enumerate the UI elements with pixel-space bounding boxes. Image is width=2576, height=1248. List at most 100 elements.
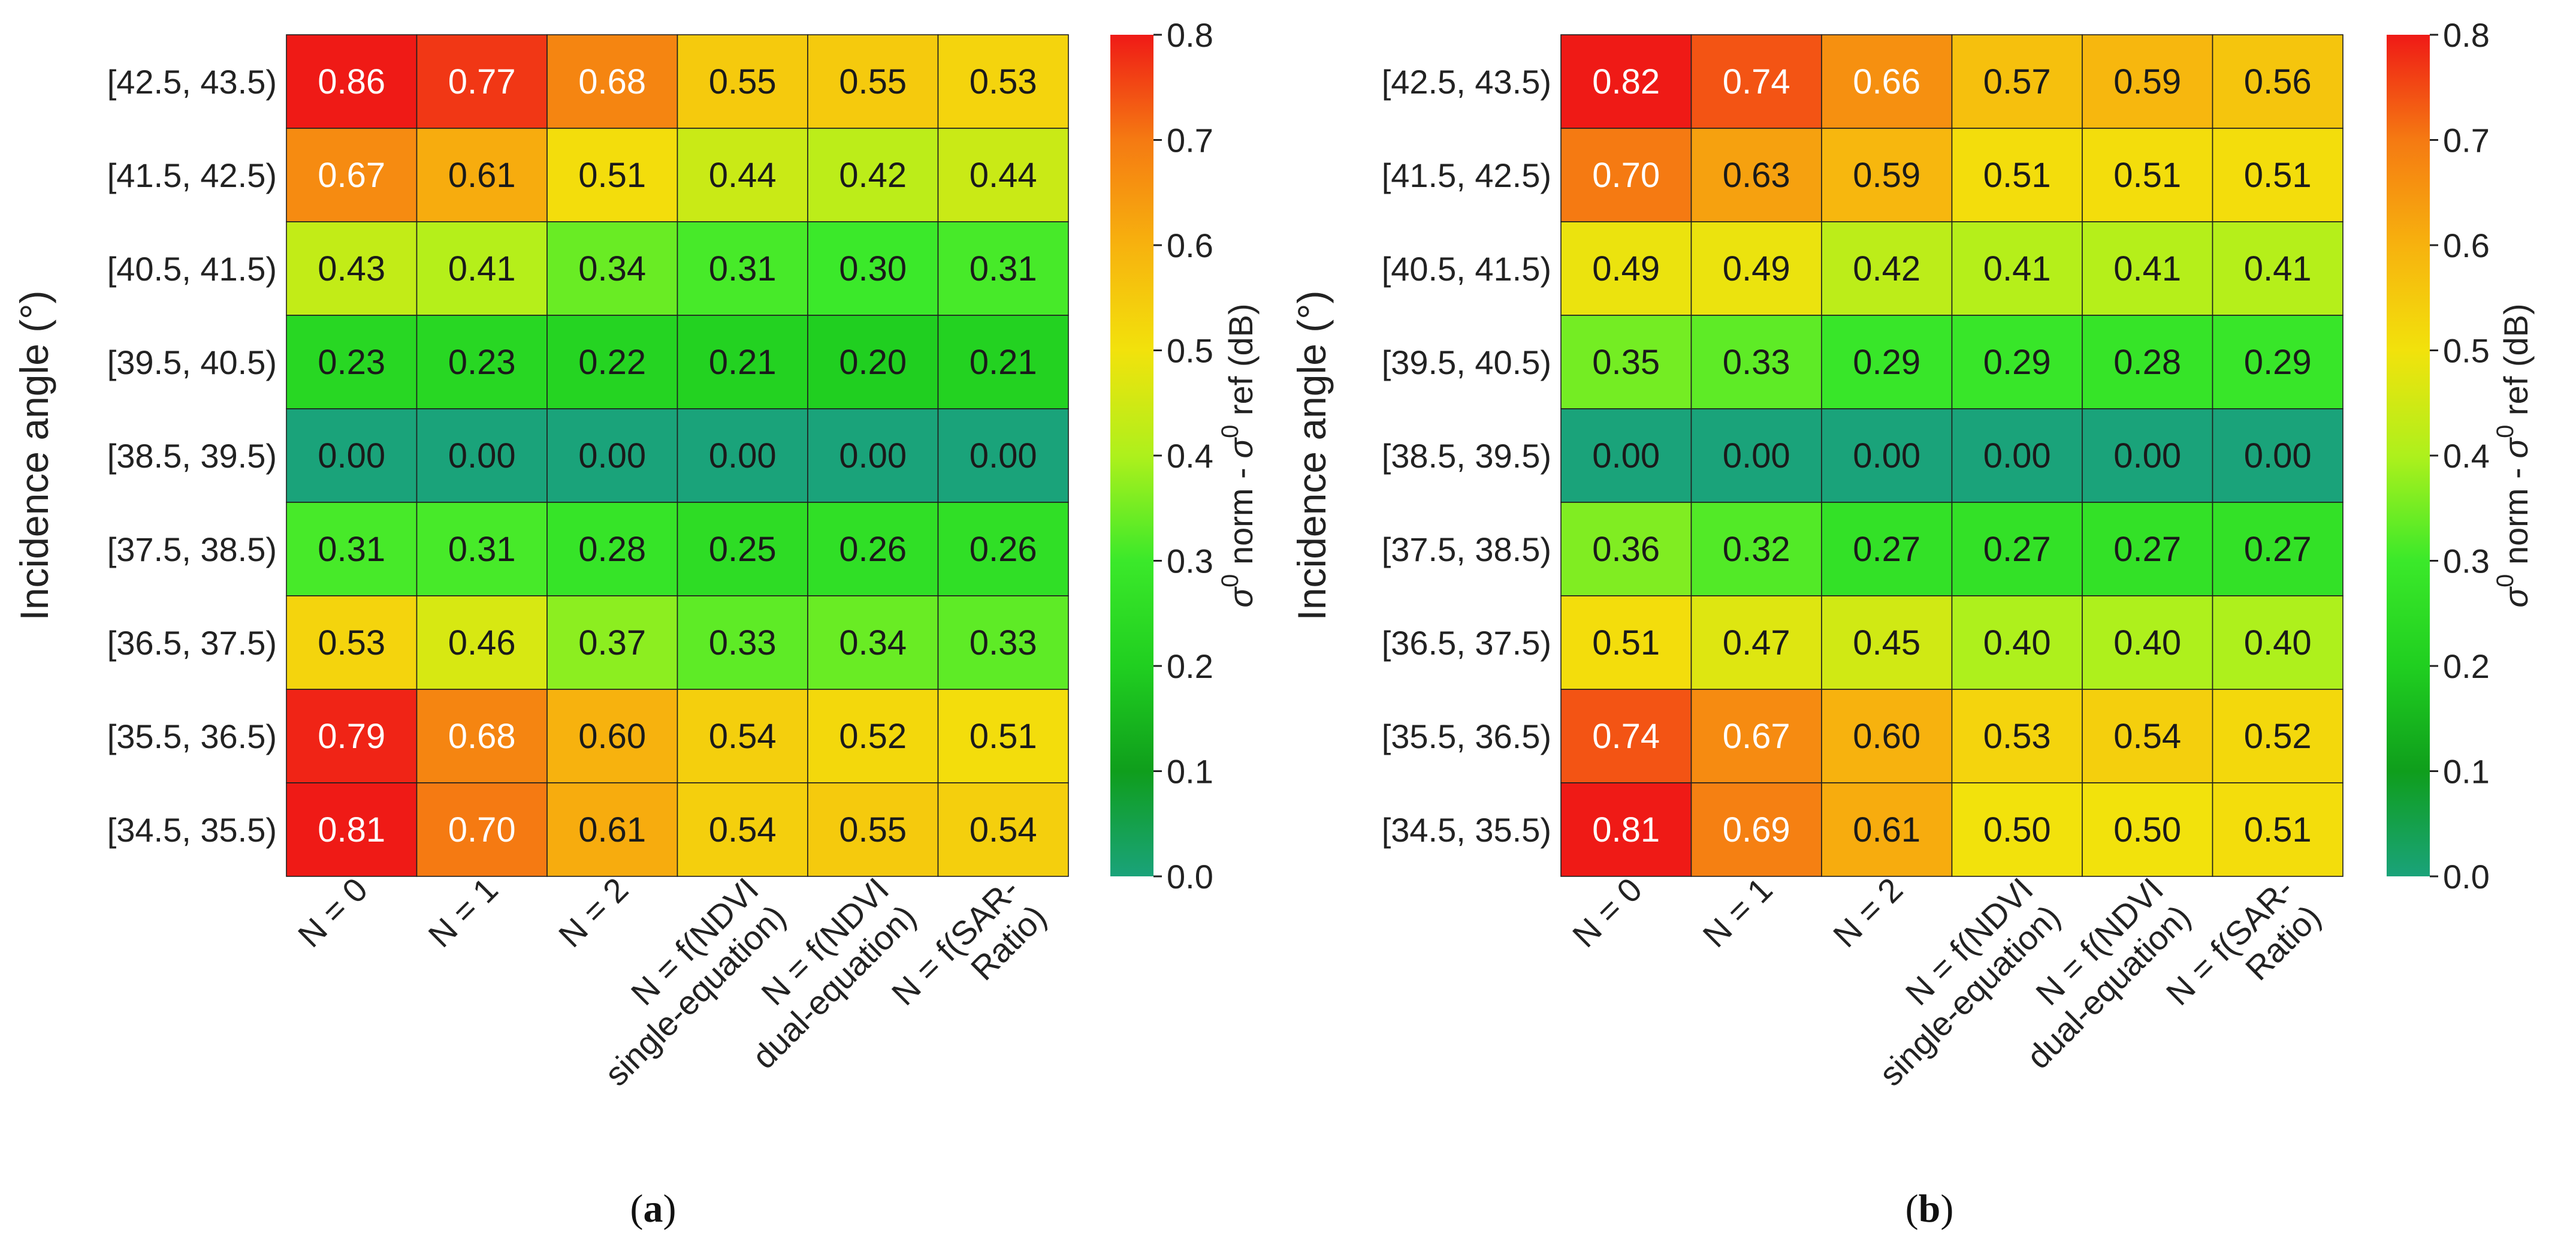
cell-value-label: 0.49 [1723, 249, 1790, 288]
cell-value-label: 0.54 [709, 810, 777, 849]
heatmap-cell [1951, 782, 2083, 877]
cell-value-label: 0.00 [318, 436, 385, 475]
cell-value-label: 0.00 [2244, 436, 2312, 475]
cell-value-label: 0.00 [448, 436, 516, 475]
cell-value-label: 0.31 [318, 530, 385, 569]
heatmap-cell [807, 34, 939, 129]
cell-value-label: 0.27 [1853, 530, 1920, 569]
cell-value-label: 0.22 [578, 343, 646, 382]
cell-value-label: 0.66 [1853, 62, 1920, 101]
colorbar-tick-label: 0.8 [1167, 16, 1213, 54]
cell-value-label: 0.44 [970, 156, 1037, 195]
heatmap-cell [677, 315, 808, 409]
cell-value-label: 0.30 [839, 249, 907, 288]
colorbar-tick-label: 0.7 [1167, 122, 1213, 159]
heatmap-cell [937, 782, 1069, 877]
colorbar-tick-label: 0.8 [2443, 16, 2490, 54]
colorbar-tick-label: 0.3 [1167, 542, 1213, 580]
cell-value-label: 0.61 [578, 810, 646, 849]
cell-value-label: 0.40 [2244, 623, 2312, 662]
cell-value-label: 0.51 [578, 156, 646, 195]
cell-value-label: 0.54 [970, 810, 1037, 849]
heatmap-cell [677, 689, 808, 783]
x-tick-label: N = f(SAR-Ratio) [2159, 870, 2328, 1039]
heatmap-cell [286, 408, 418, 503]
cell-value-label: 0.45 [1853, 623, 1920, 662]
y-tick-label: [34.5, 35.5) [107, 811, 277, 849]
cell-value-label: 0.00 [1853, 436, 1920, 475]
heatmap-cell [286, 221, 418, 316]
cell-value-label: 0.46 [448, 623, 516, 662]
heatmap-cell [677, 34, 808, 129]
panel-label: (a) [630, 1187, 677, 1231]
cell-value-label: 0.54 [2113, 717, 2181, 756]
cell-value-label: 0.00 [578, 436, 646, 475]
colorbar-tick-label: 0.5 [2443, 332, 2490, 370]
heatmap-cell [1560, 782, 1692, 877]
heatmap-cell [1951, 408, 2083, 503]
cell-value-label: 0.51 [1592, 623, 1660, 662]
cell-value-label: 0.77 [448, 62, 516, 101]
heatmap-cell [807, 408, 939, 503]
cell-value-label: 0.00 [709, 436, 777, 475]
cell-value-label: 0.28 [578, 530, 646, 569]
heatmap-cell [937, 34, 1069, 129]
heatmap-cell [1690, 689, 1822, 783]
cell-value-label: 0.42 [839, 156, 907, 195]
x-tick-label: N = 2 [551, 870, 635, 954]
heatmap-cell [286, 34, 418, 129]
x-tick-label: N = 1 [1695, 870, 1779, 954]
colorbar-tick-label: 0.6 [1167, 227, 1213, 264]
heatmap-cell [286, 502, 418, 596]
cell-value-label: 0.31 [970, 249, 1037, 288]
cell-value-label: 0.67 [1723, 717, 1790, 756]
heatmap-cell [546, 34, 678, 129]
heatmap-cell [937, 689, 1069, 783]
cell-value-label: 0.74 [1592, 717, 1660, 756]
heatmap-cell [546, 408, 678, 503]
heatmap-cell [2212, 689, 2344, 783]
heatmap-cell [546, 689, 678, 783]
cell-value-label: 0.35 [1592, 343, 1660, 382]
heatmap-cell [1951, 595, 2083, 690]
cell-value-label: 0.67 [318, 156, 385, 195]
heatmap-cell [2082, 221, 2213, 316]
heatmap-cell [546, 315, 678, 409]
cell-value-label: 0.23 [318, 343, 385, 382]
x-tick-label: N = f(SAR-Ratio) [884, 870, 1053, 1039]
y-tick-label: [38.5, 39.5) [107, 437, 277, 475]
cell-value-label: 0.31 [448, 530, 516, 569]
cell-value-label: 0.50 [2113, 810, 2181, 849]
cell-value-label: 0.59 [2113, 62, 2181, 101]
x-tick-label: N = 1 [421, 870, 505, 954]
cell-value-label: 0.27 [1983, 530, 2051, 569]
colorbar-tick-label: 0.4 [1167, 437, 1213, 475]
heatmap-cell [2082, 502, 2213, 596]
cell-value-label: 0.56 [2244, 62, 2312, 101]
cell-value-label: 0.70 [448, 810, 516, 849]
y-tick-label: [40.5, 41.5) [1382, 250, 1551, 288]
cell-value-label: 0.49 [1592, 249, 1660, 288]
heatmap-cell [416, 34, 548, 129]
heatmap-cell [286, 315, 418, 409]
cell-value-label: 0.50 [1983, 810, 2051, 849]
colorbar-tick-label: 0.4 [2443, 437, 2490, 475]
cell-value-label: 0.42 [1853, 249, 1920, 288]
cell-value-label: 0.86 [318, 62, 385, 101]
y-tick-label: [39.5, 40.5) [1382, 343, 1551, 381]
cell-value-label: 0.82 [1592, 62, 1660, 101]
cell-value-label: 0.00 [2113, 436, 2181, 475]
cell-value-label: 0.52 [839, 717, 907, 756]
colorbar-label: σ0 norm - σ0 ref (dB) [2492, 303, 2535, 607]
heatmap-cell [416, 128, 548, 222]
cell-value-label: 0.33 [970, 623, 1037, 662]
cell-value-label: 0.26 [839, 530, 907, 569]
cell-value-label: 0.81 [1592, 810, 1660, 849]
heatmap-cell [807, 315, 939, 409]
heatmap-cell [807, 689, 939, 783]
cell-value-label: 0.28 [2113, 343, 2181, 382]
cell-value-label: 0.37 [578, 623, 646, 662]
cell-value-label: 0.21 [709, 343, 777, 382]
heatmap-cell [677, 408, 808, 503]
